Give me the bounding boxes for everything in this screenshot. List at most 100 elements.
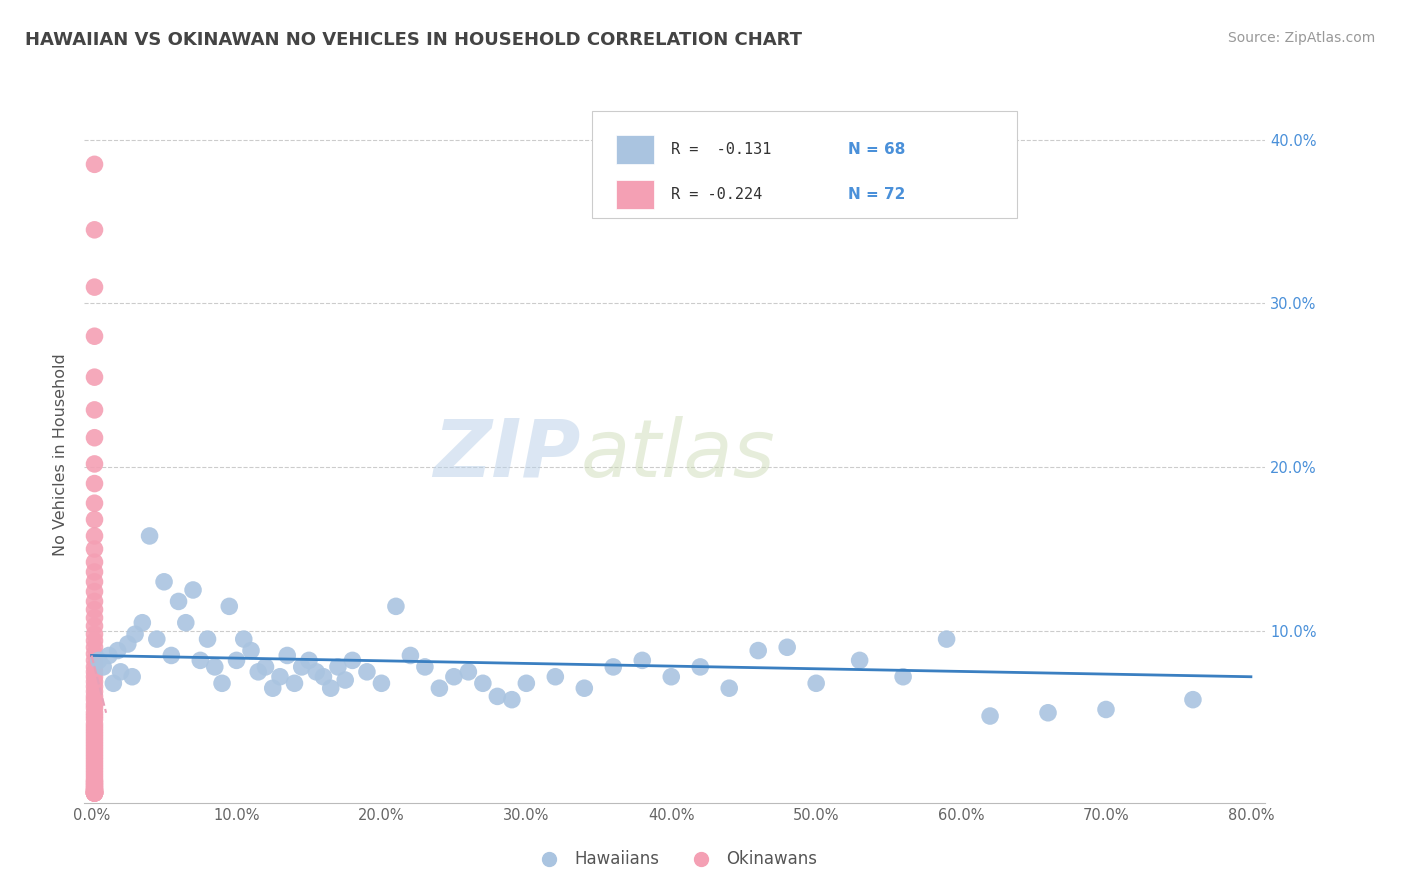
Point [83, 750, 105, 764]
Point [83, 684, 105, 698]
Point [83, 766, 105, 780]
Point [83, 772, 105, 787]
Point [83, 780, 105, 795]
Point [83, 701, 105, 715]
Point [83, 619, 105, 633]
Point [659, 670, 682, 684]
Point [342, 653, 364, 667]
Point [83, 743, 105, 757]
Point [83, 529, 105, 543]
Point [83, 594, 105, 608]
Point [83, 157, 105, 171]
Point [574, 681, 596, 696]
Point [262, 681, 284, 696]
Point [83, 747, 105, 761]
Point [83, 786, 105, 800]
Point [83, 690, 105, 704]
Point [283, 676, 305, 690]
Point [107, 643, 129, 657]
Point [83, 602, 105, 616]
Point [83, 584, 105, 599]
Point [501, 692, 523, 706]
Point [319, 681, 342, 696]
Point [83, 476, 105, 491]
Point [83, 709, 105, 723]
Point [188, 653, 211, 667]
Point [153, 574, 176, 589]
Point [83, 774, 105, 789]
Point [98, 648, 121, 663]
Point [160, 648, 183, 663]
Point [83, 740, 105, 755]
Point [83, 670, 105, 684]
Point [83, 653, 105, 667]
Point [83, 660, 105, 674]
Text: HAWAIIAN VS OKINAWAN NO VEHICLES IN HOUSEHOLD CORRELATION CHART: HAWAIIAN VS OKINAWAN NO VEHICLES IN HOUS… [25, 31, 803, 49]
Point [131, 615, 153, 630]
Point [103, 676, 125, 690]
Text: R = -0.224: R = -0.224 [671, 187, 762, 202]
Point [83, 712, 105, 726]
Point [305, 665, 328, 679]
Text: R =  -0.131: R = -0.131 [671, 142, 772, 157]
Text: atlas: atlas [581, 416, 775, 494]
Point [83, 784, 105, 798]
Point [83, 555, 105, 569]
Point [631, 653, 654, 667]
Bar [616, 180, 654, 210]
Point [83, 280, 105, 294]
Point [544, 670, 567, 684]
Point [83, 756, 105, 771]
Point [167, 594, 190, 608]
Point [254, 660, 277, 674]
Point [83, 633, 105, 648]
Point [138, 529, 160, 543]
Point [240, 643, 263, 657]
Point [83, 403, 105, 417]
Point [91, 660, 114, 674]
Point [413, 660, 436, 674]
Point [204, 660, 226, 674]
Point [83, 717, 105, 731]
Point [121, 670, 143, 684]
Text: ZIP: ZIP [433, 416, 581, 494]
Point [83, 627, 105, 641]
Point [83, 692, 105, 706]
Legend: Hawaiians, Okinawans: Hawaiians, Okinawans [526, 843, 824, 874]
Point [117, 637, 139, 651]
Point [247, 665, 270, 679]
Point [83, 786, 105, 800]
FancyBboxPatch shape [592, 111, 1018, 219]
Point [83, 753, 105, 767]
Text: N = 72: N = 72 [848, 187, 905, 202]
Point [83, 496, 105, 510]
Point [83, 786, 105, 800]
Point [979, 709, 1001, 723]
Point [848, 653, 870, 667]
Point [83, 782, 105, 797]
Point [83, 737, 105, 751]
Text: Source: ZipAtlas.com: Source: ZipAtlas.com [1227, 31, 1375, 45]
Point [718, 681, 741, 696]
Point [83, 542, 105, 557]
Point [83, 770, 105, 784]
Point [457, 665, 479, 679]
Point [83, 727, 105, 741]
Point [399, 648, 422, 663]
Point [83, 647, 105, 661]
Point [1036, 706, 1059, 720]
Point [276, 648, 298, 663]
Point [356, 665, 378, 679]
Point [218, 599, 240, 614]
Point [83, 698, 105, 712]
Point [83, 784, 105, 798]
Point [689, 660, 711, 674]
Point [83, 457, 105, 471]
Point [124, 627, 146, 641]
Point [935, 632, 957, 646]
Point [298, 653, 321, 667]
Point [335, 673, 357, 687]
Point [83, 223, 105, 237]
Point [83, 512, 105, 526]
Point [146, 632, 169, 646]
